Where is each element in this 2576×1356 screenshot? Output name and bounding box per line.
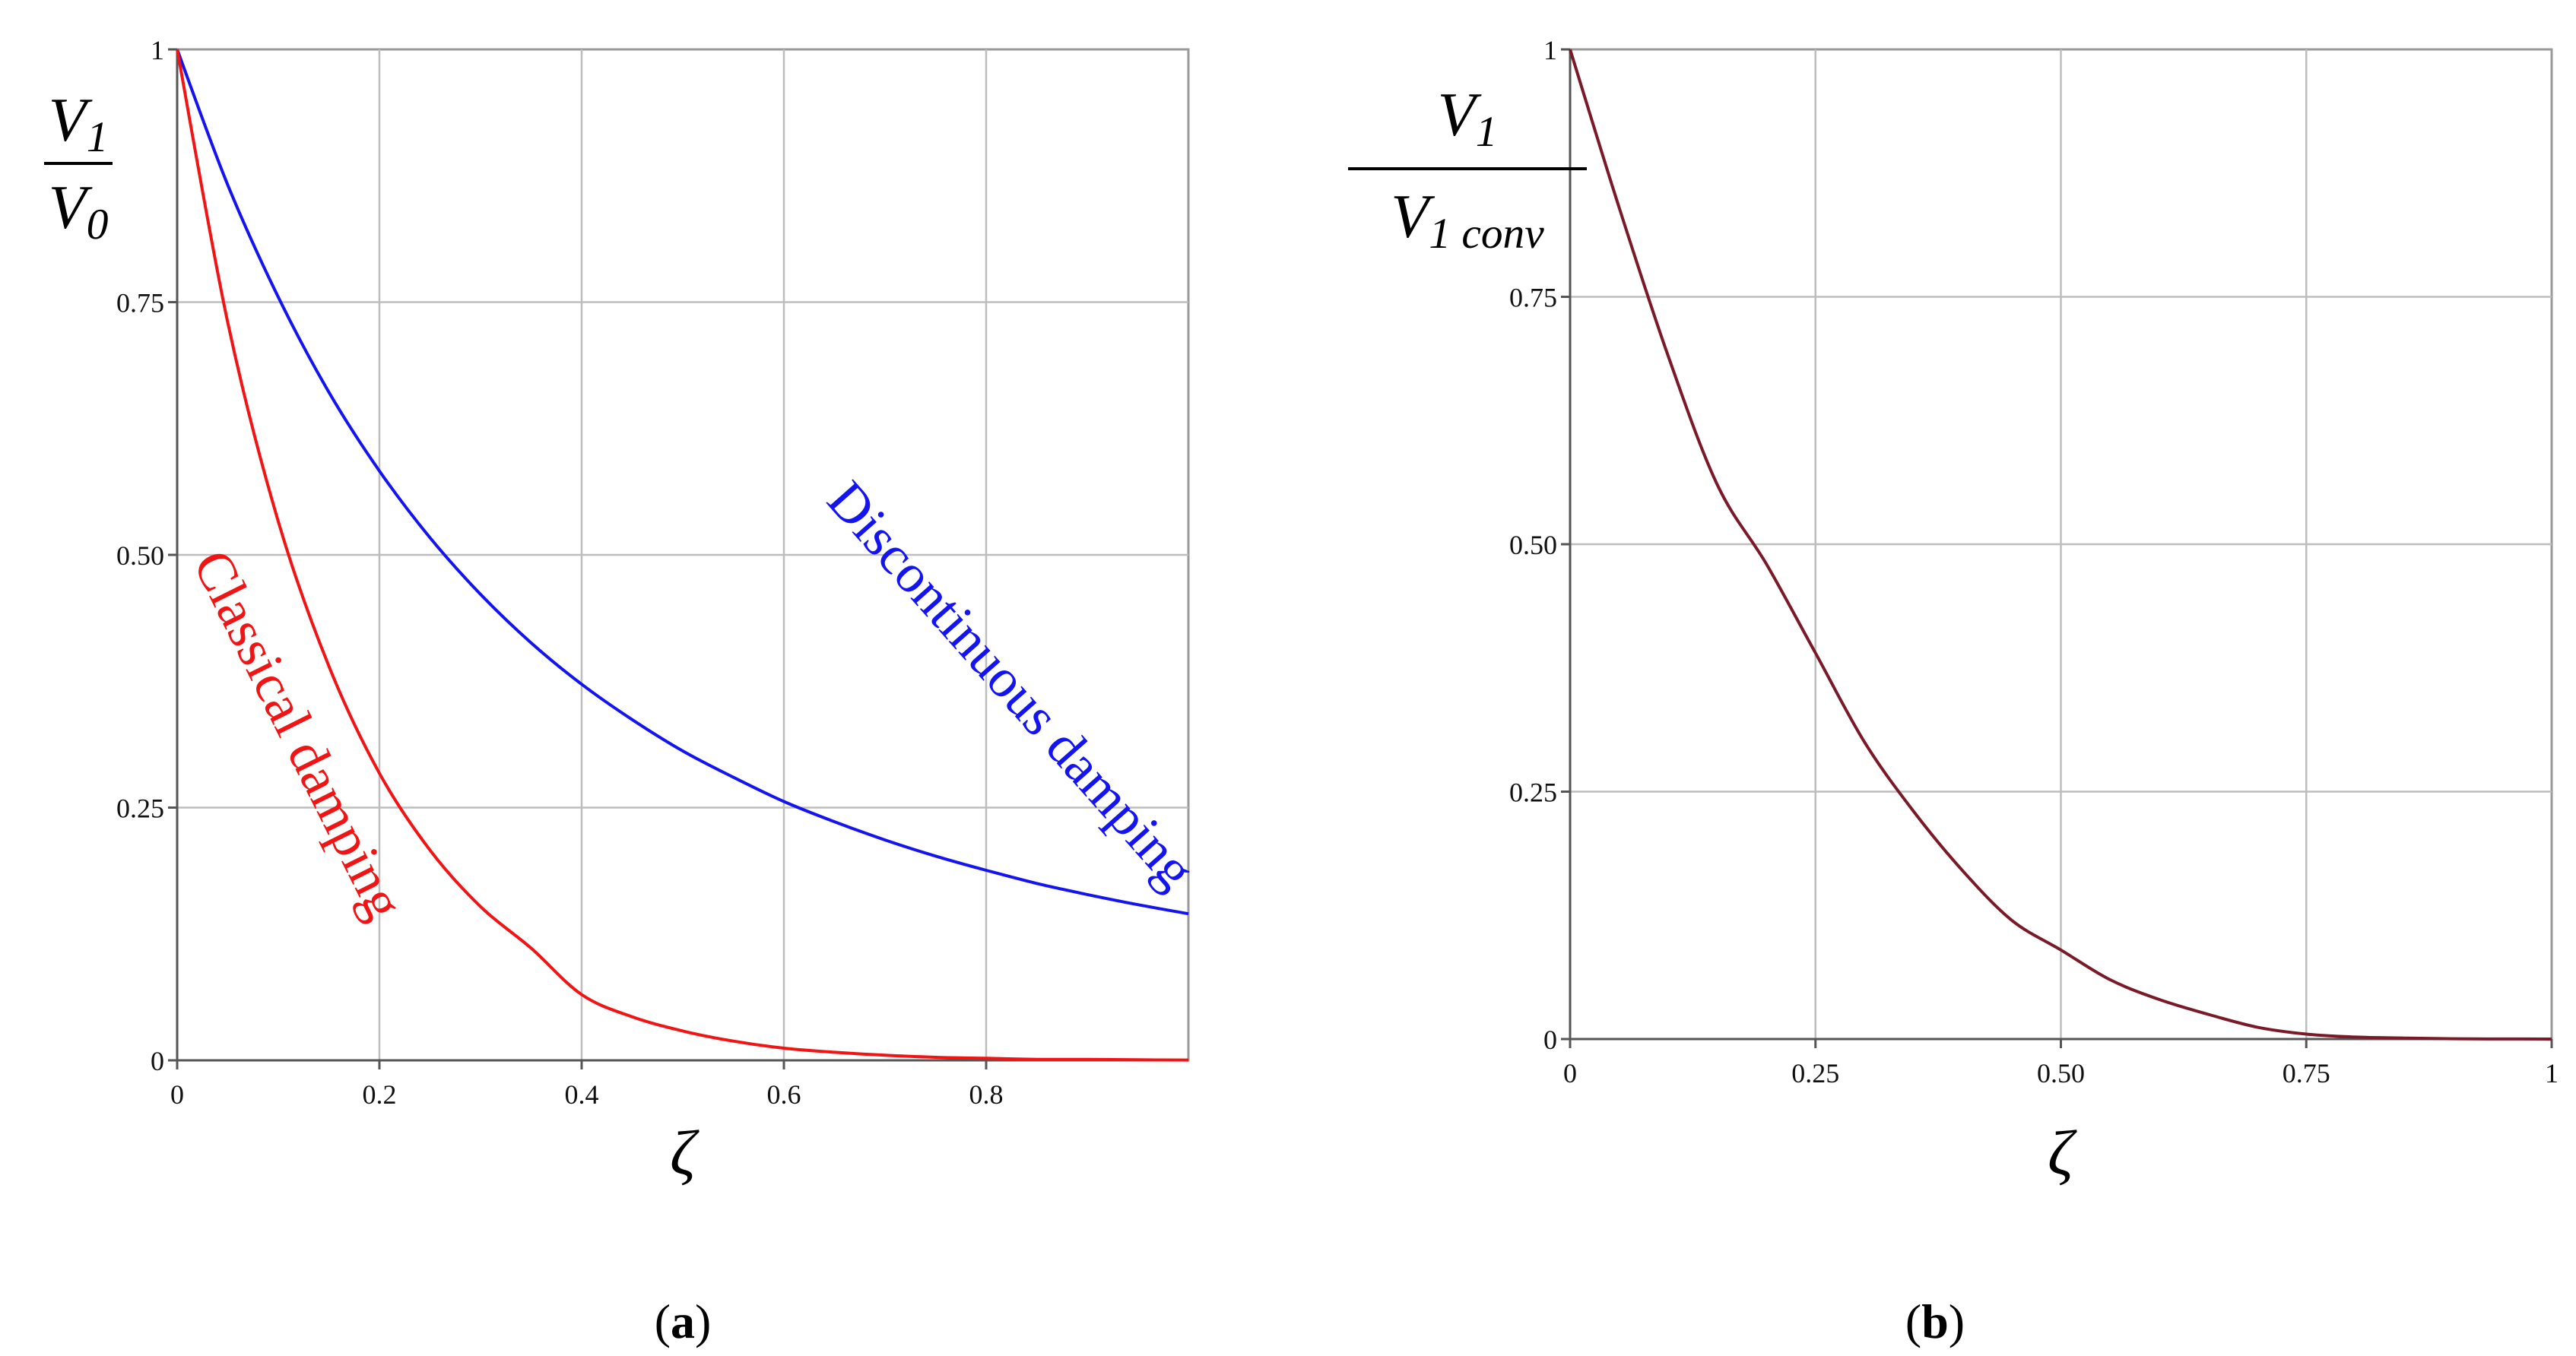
y-axis-label-denominator: V0 <box>49 173 109 249</box>
y-tick-label: 0.75 <box>116 288 164 318</box>
y-tick-label: 0.50 <box>116 540 164 571</box>
y-tick-label: 0.75 <box>1509 283 1557 313</box>
x-tick-label: 0.2 <box>363 1079 397 1110</box>
series-line <box>176 49 1189 916</box>
x-tick-label: 0.6 <box>767 1079 801 1110</box>
series-line <box>1569 49 2552 1041</box>
y-axis-label-numerator: V1 <box>1438 80 1498 156</box>
x-tick-label: 0.50 <box>2037 1058 2085 1088</box>
y-tick-label: 1 <box>1543 35 1557 65</box>
y-tick-label: 0.25 <box>1509 778 1557 808</box>
panel-caption: (b) <box>1905 1294 1965 1348</box>
x-tick-label: 0 <box>170 1079 184 1110</box>
x-tick-label: 0.75 <box>2283 1058 2330 1088</box>
x-tick-label: 0.25 <box>1791 1058 1839 1088</box>
panel-caption: (a) <box>655 1294 712 1348</box>
y-tick-label: 0.50 <box>1509 530 1557 560</box>
x-tick-label: 0.4 <box>565 1079 599 1110</box>
y-axis-label-denominator: V1 conv <box>1391 182 1544 258</box>
x-axis-label: ζ <box>2048 1118 2077 1189</box>
y-tick-label: 1 <box>151 35 164 65</box>
y-tick-label: 0 <box>1543 1025 1557 1055</box>
x-axis-label: ζ <box>670 1118 700 1189</box>
series-line <box>176 49 1189 1062</box>
y-tick-label: 0.25 <box>116 794 164 824</box>
chart-panel-a: 0 0.2 0.4 0.6 0.800.250.500.751Discontinuous… <box>44 35 1207 1348</box>
series-label: Classical damping <box>182 540 416 928</box>
x-tick-label: 0.8 <box>969 1079 1004 1110</box>
x-tick-label: 0 <box>1563 1058 1577 1088</box>
x-tick-label: 1 <box>2545 1058 2559 1088</box>
chart-panel-b: 0 0.25 0.50 0.75 1 0 0.25 0.50 0.75 1 V1 V1 conv ζ (b… <box>1348 35 2559 1348</box>
y-axis-label-numerator: V1 <box>49 85 109 161</box>
y-tick-label: 0 <box>151 1046 164 1076</box>
